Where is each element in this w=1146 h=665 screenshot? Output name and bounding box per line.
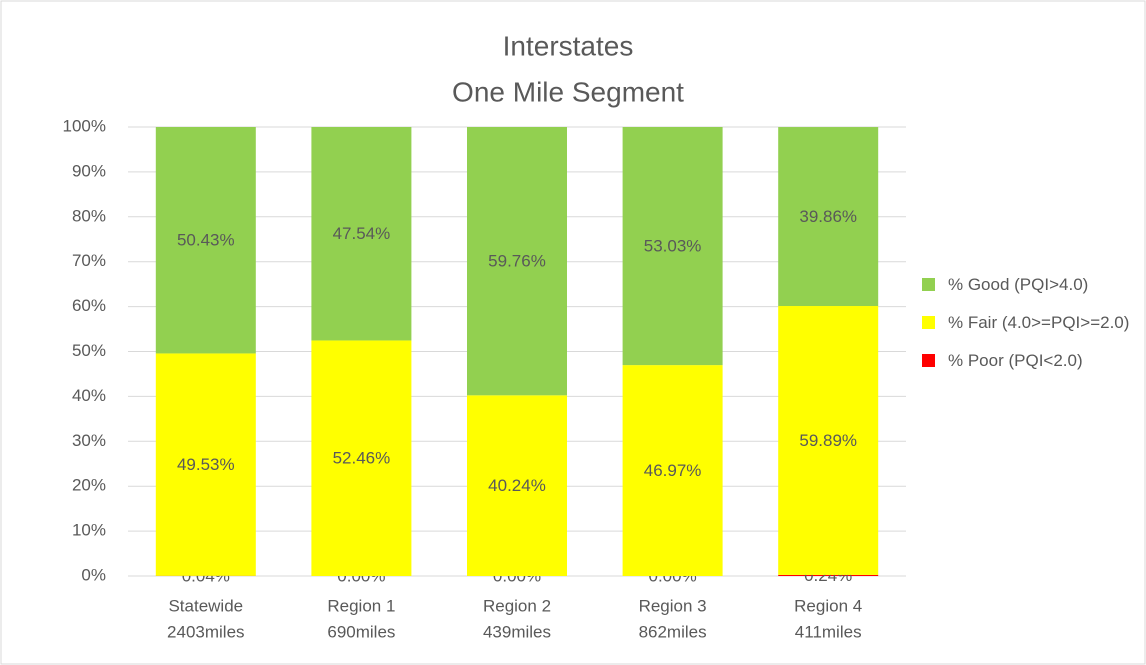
data-label: 50.43% [177, 231, 235, 250]
y-tick-label: 90% [72, 161, 106, 180]
x-tick-label: Statewide [168, 596, 243, 615]
x-tick-label: 2403miles [167, 622, 245, 641]
y-tick-label: 20% [72, 476, 106, 495]
x-tick-label: 439miles [483, 622, 551, 641]
legend-item: % Poor (PQI<2.0) [922, 346, 1137, 375]
data-label: 59.89% [799, 431, 857, 450]
legend-item: % Fair (4.0>=PQI>=2.0) [922, 308, 1137, 337]
legend-label: % Poor (PQI<2.0) [948, 351, 1083, 370]
x-tick-label: 690miles [327, 622, 395, 641]
legend-swatch [922, 278, 935, 291]
bar-segment [778, 306, 879, 575]
legend-swatch [922, 316, 935, 329]
data-label: 39.86% [799, 207, 857, 226]
data-label: 47.54% [333, 224, 391, 243]
y-tick-label: 0% [81, 565, 106, 584]
bar-segment [155, 353, 256, 576]
y-tick-label: 70% [72, 251, 106, 270]
data-label: 49.53% [177, 455, 235, 474]
y-tick-label: 80% [72, 206, 106, 225]
data-label: 46.97% [644, 461, 702, 480]
legend-label: % Fair (4.0>=PQI>=2.0) [948, 313, 1130, 332]
bar-segment [467, 127, 567, 396]
y-tick-label: 50% [72, 341, 106, 360]
bar-segment [311, 127, 412, 341]
data-label: 53.03% [644, 237, 702, 256]
legend-label: % Good (PQI>4.0) [948, 275, 1089, 294]
bar-segment [622, 127, 723, 366]
x-tick-label: Region 1 [327, 596, 395, 615]
bar-segment [467, 395, 567, 576]
x-tick-label: 411miles [795, 622, 862, 641]
x-tick-label: Region 4 [794, 596, 862, 615]
bar-segment [155, 127, 256, 354]
data-label: 59.76% [488, 252, 546, 271]
y-tick-label: 60% [72, 296, 106, 315]
data-label: 52.46% [333, 449, 391, 468]
y-tick-label: 40% [72, 386, 106, 405]
x-tick-label: Region 2 [483, 596, 551, 615]
x-tick-label: 862miles [639, 622, 707, 641]
x-tick-label: Region 3 [639, 596, 707, 615]
y-tick-label: 10% [72, 521, 106, 540]
chart-subtitle: One Mile Segment [452, 76, 684, 107]
bar-segment [622, 365, 723, 576]
data-label: 40.24% [488, 476, 546, 495]
y-tick-label: 30% [72, 431, 106, 450]
chart-title: Interstates [503, 30, 634, 61]
bar-segment [778, 574, 879, 576]
legend: % Good (PQI>4.0) % Fair (4.0>=PQI>=2.0) % … [922, 270, 1137, 384]
legend-swatch [922, 354, 935, 367]
bar-segment [778, 127, 879, 307]
y-tick-label: 100% [63, 116, 106, 135]
bar-segment [311, 340, 412, 576]
legend-item: % Good (PQI>4.0) [922, 270, 1137, 299]
